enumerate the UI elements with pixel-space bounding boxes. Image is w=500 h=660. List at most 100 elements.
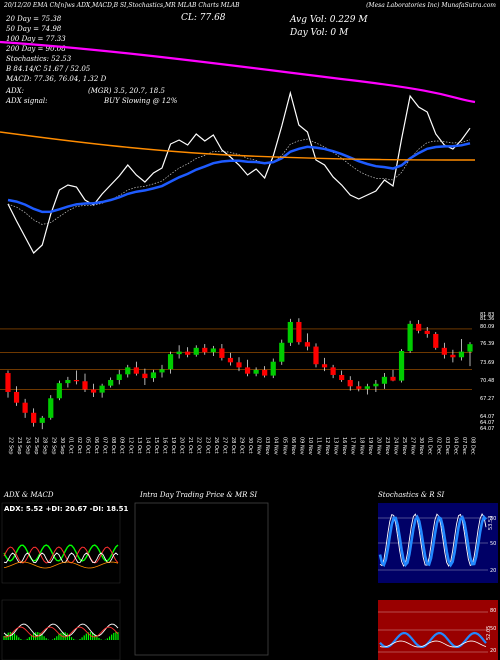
- candle-body: [159, 369, 165, 373]
- candle-body: [390, 376, 396, 381]
- candle: [236, 357, 242, 372]
- candle: [125, 364, 131, 378]
- price-tick-label: 80.09: [480, 324, 494, 330]
- candle-body: [253, 369, 259, 374]
- date-tick-label: 20 Oct: [179, 437, 185, 454]
- candle: [313, 343, 319, 368]
- candle-body: [441, 347, 447, 355]
- bollinger-label: B 84.14/C 51.67 / 52.05: [5, 65, 91, 73]
- date-tick-label: 23 Sep: [16, 437, 22, 454]
- candle-body: [373, 383, 379, 387]
- candle: [416, 320, 422, 334]
- date-tick-label: 16 Oct: [162, 437, 168, 454]
- candle: [467, 342, 473, 367]
- date-tick-label: 26 Oct: [213, 437, 219, 454]
- candle: [159, 364, 165, 378]
- candle-body: [116, 374, 122, 380]
- ema20-label: 20 Day = 75.38: [5, 15, 62, 23]
- candle-body: [142, 373, 148, 379]
- price-tick-label: 76.39: [480, 341, 494, 347]
- candle-body: [236, 362, 242, 368]
- candle-body: [82, 381, 88, 390]
- candle-body: [185, 351, 191, 355]
- candle: [450, 349, 456, 363]
- price-line: [7, 90, 471, 254]
- candle-body: [176, 351, 182, 355]
- candle-body: [31, 412, 37, 423]
- candle: [22, 398, 28, 418]
- candle: [390, 369, 396, 382]
- candle-body: [167, 354, 174, 370]
- date-tick-label: 24 Sep: [25, 437, 31, 454]
- date-tick-label: 07 Oct: [102, 437, 108, 454]
- candle-body: [48, 398, 54, 418]
- date-tick-label: 05 Nov: [281, 437, 287, 455]
- candle: [244, 359, 251, 377]
- candle-body: [90, 389, 97, 393]
- candle-body: [304, 342, 311, 347]
- date-tick-label: 13 Nov: [333, 437, 339, 455]
- candle: [202, 344, 208, 355]
- date-tick-label: 06 Nov: [290, 437, 296, 455]
- candle: [150, 369, 157, 382]
- candle: [133, 361, 139, 376]
- candle-body: [193, 347, 199, 355]
- rsi-lines: [378, 611, 488, 653]
- date-tick-label: 09 Nov: [298, 437, 304, 455]
- candle: [39, 415, 45, 430]
- adx-signal-label: ADX signal:: [5, 97, 47, 105]
- candle: [210, 345, 216, 357]
- price-tick-label: 81.83: [480, 312, 494, 318]
- rsi-line: [379, 631, 487, 649]
- date-tick-label: 30 Nov: [418, 437, 424, 455]
- candle: [65, 376, 71, 388]
- candle-body: [330, 367, 336, 375]
- candle: [296, 318, 302, 345]
- header-top-line: 20/12/20 EMA Ch[n]ws ADX,MACD,B SI,Stoch…: [3, 2, 240, 9]
- candle: [433, 332, 439, 350]
- candle-body: [296, 321, 302, 343]
- candle-body: [364, 386, 370, 389]
- candle: [347, 376, 353, 391]
- candle: [424, 327, 430, 338]
- candle: [364, 383, 370, 395]
- adx-line: [3, 552, 119, 564]
- adx-panel: [1, 502, 121, 584]
- adx-macd-panel-title: ADX & MACD: [3, 491, 54, 499]
- candle-body: [244, 367, 251, 374]
- candle-body: [287, 321, 293, 343]
- candle-body: [407, 323, 413, 351]
- candle-body: [347, 379, 353, 387]
- candle-body: [133, 367, 139, 374]
- candle-body: [467, 344, 473, 352]
- candle: [185, 347, 191, 358]
- intraday-panel-title: Intra Day Trading Price & MR SI: [139, 491, 257, 499]
- date-tick-label: 29 Oct: [239, 437, 245, 454]
- date-tick-label: 30 Sep: [59, 437, 65, 454]
- candle-body: [219, 348, 225, 358]
- adx-signal-line: [3, 561, 119, 569]
- date-tick-label: 16 Nov: [341, 437, 347, 455]
- date-tick-label: 01 Dec: [427, 437, 433, 455]
- adx-lines: [3, 544, 119, 569]
- price-tick-label: 70.48: [480, 378, 494, 384]
- candle-body: [339, 374, 345, 380]
- date-tick-label: 28 Sep: [42, 437, 48, 454]
- candle: [458, 339, 465, 361]
- mgr-label: (MGR) 3.5, 20.7, 18.5: [88, 87, 165, 95]
- candle: [262, 366, 268, 378]
- candle: [219, 344, 225, 361]
- date-tick-label: 10 Nov: [307, 437, 313, 455]
- date-tick-label: 07 Dec: [461, 437, 467, 455]
- stochastics-label: Stochastics: 52.53: [6, 55, 72, 63]
- rsi-50-label: 50: [490, 626, 496, 632]
- date-tick-label: 21 Oct: [187, 437, 193, 454]
- candle: [56, 380, 62, 401]
- candle-body: [150, 372, 157, 379]
- date-tick-label: 18 Nov: [358, 437, 364, 455]
- date-tick-label: 24 Nov: [393, 437, 399, 455]
- date-tick-label: 30 Oct: [247, 437, 253, 454]
- candle: [321, 357, 328, 372]
- price-tick-label: 67.27: [480, 396, 494, 402]
- date-tick-label: 09 Oct: [119, 437, 125, 454]
